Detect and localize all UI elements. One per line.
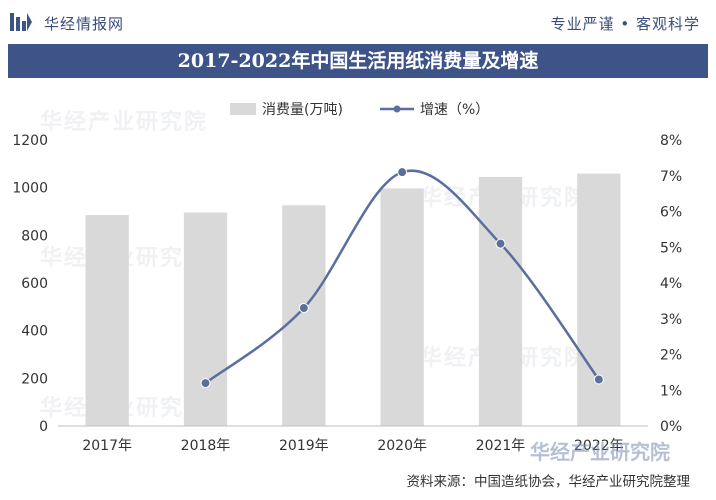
y-right-tick-label: 2% [660,348,682,364]
bar [85,215,129,426]
title-band: 2017-2022年中国生活用纸消费量及增速 [8,44,708,78]
bar [380,188,424,426]
legend-bar-swatch [230,103,256,115]
y-left-tick-label: 200 [21,371,48,387]
legend-line-marker [393,105,401,113]
y-left-tick-label: 1000 [12,181,48,197]
legend-bar-label: 消费量(万吨) [262,102,343,118]
y-right-tick-label: 5% [660,240,682,256]
header: 华经情报网 专业严谨 • 客观科学 [0,0,716,44]
growth-point [200,378,211,389]
y-right-tick-label: 3% [660,312,682,328]
y-right-tick-label: 6% [660,205,682,221]
bar [478,176,523,426]
y-right-tick-label: 0% [660,419,682,435]
corner-watermark: 华经产业研究院 [530,440,670,464]
y-left-tick-label: 400 [21,324,48,340]
y-left-tick-label: 1200 [12,133,48,149]
y-left-tick-label: 600 [21,276,48,292]
chart-title: 2017-2022年中国生活用纸消费量及增速 [177,50,539,72]
logo-icon [10,13,32,31]
bar [183,212,228,426]
x-tick-label: 2022年 [574,438,624,454]
x-tick-label: 2020年 [377,438,427,454]
y-right-tick-label: 4% [660,276,682,292]
growth-point [298,303,309,314]
x-tick-label: 2017年 [82,438,132,454]
source-note: 资料来源：中国造纸协会，华经产业研究院整理 [406,474,691,490]
y-left-tick-label: 0 [39,419,48,435]
y-left-tick-label: 800 [21,228,48,244]
y-right-tick-label: 8% [660,133,682,149]
bar [577,173,621,426]
growth-point [593,374,604,385]
x-tick-label: 2018年 [181,438,231,454]
x-tick-label: 2019年 [279,438,329,454]
y-right-tick-label: 7% [660,169,682,185]
slogan: 专业严谨 • 客观科学 [550,15,700,33]
legend-line-label: 增速（%） [420,102,489,118]
x-tick-label: 2021年 [476,438,526,454]
growth-point [397,167,408,178]
growth-point [495,238,506,249]
legend: 消费量(万吨) 增速（%） [230,102,489,118]
footer: 资料来源：中国造纸协会，华经产业研究院整理 [0,468,716,500]
brand-name: 华经情报网 [44,15,125,33]
y-right-tick-label: 1% [660,383,682,399]
bar [282,205,326,426]
